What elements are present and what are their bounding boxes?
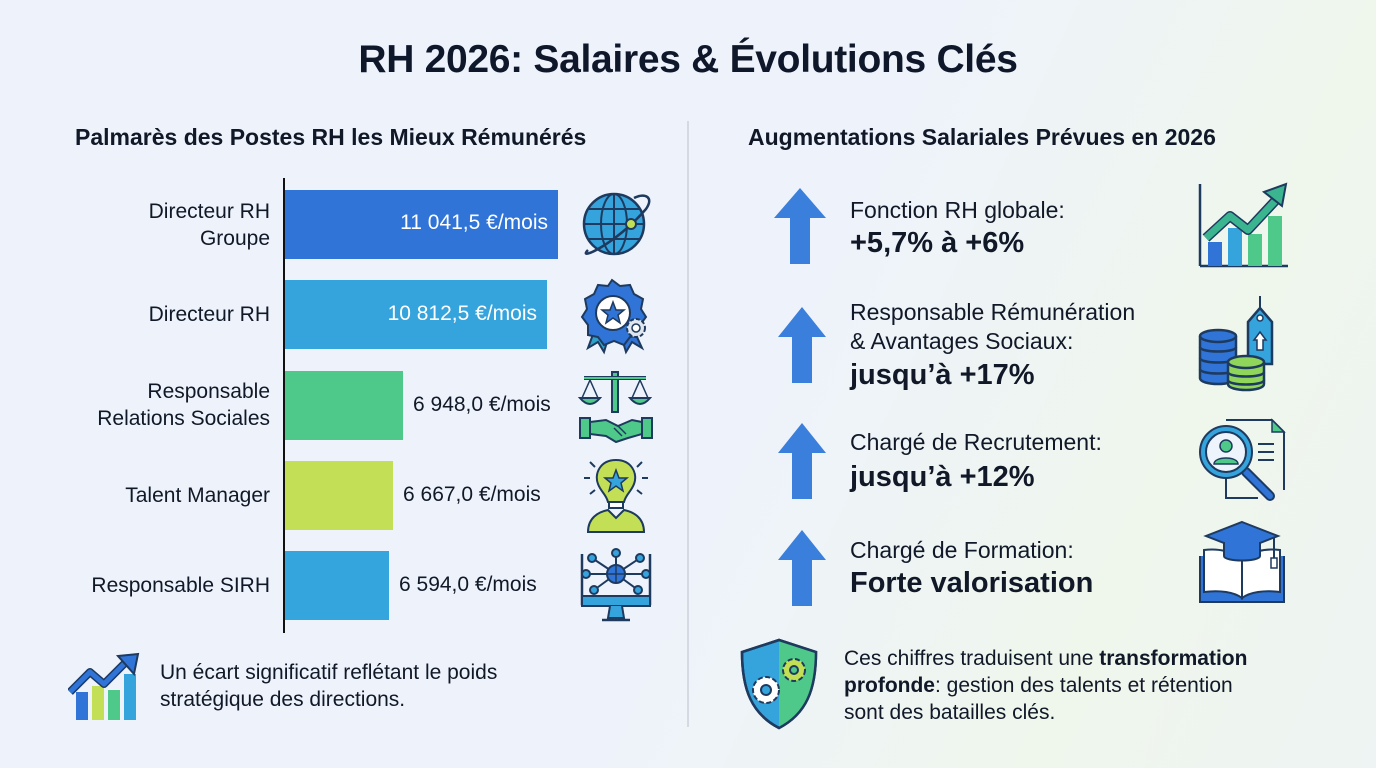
magnifier-candidate-icon — [1199, 418, 1286, 501]
note-text: : gestion des talents et rétention — [934, 674, 1233, 697]
shield-gears-icon — [740, 638, 818, 730]
note-line: profonde: gestion des talents et rétenti… — [844, 672, 1247, 699]
increase-value-remuneration: jusqu’à +17% — [850, 359, 1035, 391]
label-line: & Avantages Sociaux: — [850, 328, 1074, 354]
increase-label-recrutement: Chargé de Recrutement: — [850, 429, 1102, 455]
bar-directeur-rh-groupe — [285, 190, 558, 259]
bar-value: 6 948,0 €/mois — [413, 393, 551, 416]
bar-label-line: Responsable — [147, 380, 270, 403]
growth-bars-icon — [68, 652, 140, 720]
bar-value: 11 041,5 €/mois — [400, 211, 548, 234]
bar-label-responsable-sirh: Responsable SIRH — [91, 572, 270, 599]
note-text: Ces chiffres traduisent une — [844, 647, 1100, 670]
increase-value-recrutement: jusqu’à +12% — [850, 461, 1035, 493]
note-line: stratégique des directions. — [160, 688, 406, 711]
graduation-book-icon — [1199, 520, 1285, 603]
scales-handshake-icon — [577, 371, 653, 444]
up-arrow-icon — [778, 530, 826, 606]
note-emphasis: transformation — [1099, 647, 1248, 670]
increase-label-fonction-rh: Fonction RH globale: — [850, 197, 1065, 223]
chart-axis — [283, 178, 285, 633]
monitor-network-icon — [580, 548, 652, 622]
increase-label-remuneration: Responsable Rémunération & Avantages Soc… — [850, 298, 1135, 356]
bar-label-line: Directeur RH — [148, 200, 270, 223]
up-arrow-icon — [778, 307, 826, 383]
note-line: Ces chiffres traduisent une transformati… — [844, 645, 1247, 672]
increase-value-fonction-rh: +5,7% à +6% — [850, 227, 1025, 259]
bar-label-line: Groupe — [199, 227, 270, 250]
up-arrow-icon — [774, 188, 826, 264]
bar-directeur-rh — [285, 280, 547, 349]
section-divider — [687, 121, 689, 727]
bar-label-talent-manager: Talent Manager — [125, 482, 270, 509]
globe-network-icon — [582, 192, 651, 256]
bar-value: 6 594,0 €/mois — [399, 573, 537, 596]
bar-responsable-relations-sociales — [285, 371, 403, 440]
bar-label-line: Responsable SIRH — [91, 574, 270, 597]
left-summary-note: Un écart significatif reflétant le poids… — [160, 659, 497, 713]
note-line: sont des batailles clés. — [844, 701, 1056, 724]
note-emphasis: profonde — [844, 674, 935, 697]
award-badge-gear-icon — [580, 278, 648, 355]
growth-chart-icon — [1198, 182, 1288, 268]
label-line: Responsable Rémunération — [850, 299, 1136, 325]
bar-label-line: Talent Manager — [125, 484, 270, 507]
bar-label-directeur-rh: Directeur RH — [149, 301, 270, 328]
bar-label-responsable-relations-sociales: Responsable Relations Sociales — [97, 378, 270, 432]
note-line: Un écart significatif reflétant le poids — [160, 661, 498, 684]
bar-value: 6 667,0 €/mois — [403, 483, 541, 506]
lightbulb-person-icon — [584, 458, 648, 533]
increase-value-formation: Forte valorisation — [850, 567, 1094, 599]
page-title: RH 2026: Salaires & Évolutions Clés — [358, 38, 1018, 81]
bar-label-line: Directeur RH — [148, 303, 270, 326]
increase-label-formation: Chargé de Formation: — [850, 537, 1074, 563]
bar-label-line: Relations Sociales — [97, 407, 270, 430]
bar-label-directeur-rh-groupe: Directeur RH Groupe — [149, 198, 270, 252]
bar-talent-manager — [285, 461, 393, 530]
right-section-heading: Augmentations Salariales Prévues en 2026 — [748, 124, 1216, 150]
coins-price-tag-icon — [1198, 296, 1274, 392]
left-section-heading: Palmarès des Postes RH les Mieux Rémunér… — [75, 124, 587, 150]
up-arrow-icon — [778, 423, 826, 499]
right-summary-note: Ces chiffres traduisent une transformati… — [844, 645, 1247, 726]
bar-responsable-sirh — [285, 551, 389, 620]
bar-value: 10 812,5 €/mois — [387, 302, 537, 325]
